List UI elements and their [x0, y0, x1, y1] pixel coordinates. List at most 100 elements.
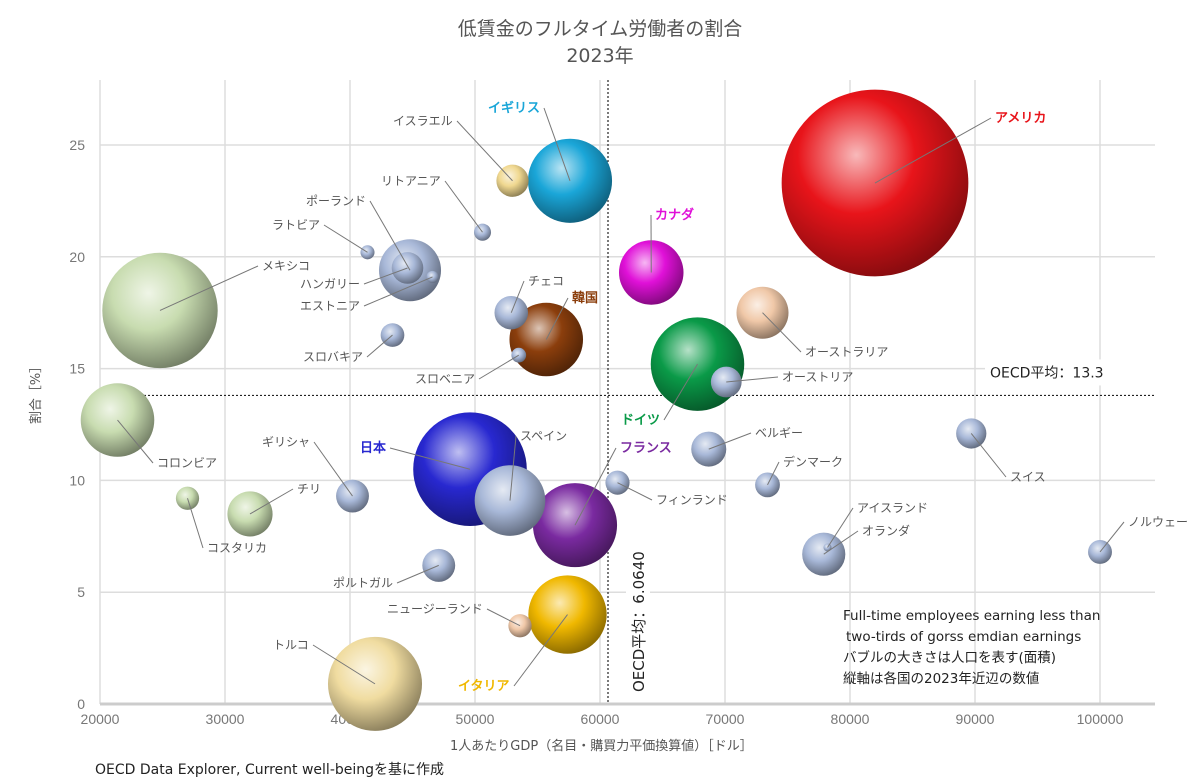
bubble-label: アイスランド [857, 501, 928, 515]
x-tick-label: 100000 [1077, 711, 1124, 727]
leader-line [389, 447, 471, 470]
leader-line [187, 498, 204, 549]
leader-line [312, 644, 376, 685]
x-tick-label: 80000 [831, 711, 870, 727]
leader-line [767, 461, 780, 486]
leader-line [762, 312, 802, 353]
oecd-label-bg [626, 515, 650, 695]
leader-line [486, 608, 521, 627]
chart-title: 低賃金のフルタイム労働者の割合 [458, 18, 743, 40]
leader-line [396, 564, 439, 584]
note-line: Full-time employees earning less than [843, 608, 1100, 624]
bubble-label: デンマーク [783, 454, 843, 469]
x-tick-label: 70000 [706, 711, 745, 727]
leader-line [363, 276, 433, 307]
leader-line [874, 117, 992, 184]
y-axis-label: 割合［%］ [28, 360, 44, 424]
leader-line [617, 482, 653, 501]
leader-line [510, 280, 525, 313]
bubble-label: スロバキア [303, 350, 363, 364]
leader-line [369, 200, 411, 271]
bubble-label: スイス [1010, 470, 1046, 484]
bubble-label: チリ [297, 482, 321, 496]
bubble-label: フランス [620, 441, 672, 456]
note-line: 縦軸は各国の2023年近辺の数値 [843, 671, 1039, 687]
leader-line [827, 507, 854, 548]
y-tick-label: 5 [77, 584, 85, 600]
bubble-label: オランダ [862, 523, 910, 538]
leader-line [543, 107, 571, 181]
bubble-label: コロンビア [157, 456, 217, 470]
bubble-label: リトアニア [381, 174, 441, 188]
bubble-label: エストニア [300, 299, 360, 313]
bubble-label: イスラエル [393, 114, 453, 128]
leader-line [513, 614, 568, 687]
x-tick-label: 20000 [81, 711, 120, 727]
x-tick-label: 90000 [956, 711, 995, 727]
x-tick-label: 60000 [581, 711, 620, 727]
bubble-スイス [956, 418, 987, 449]
leader-line [444, 180, 483, 233]
bubble-label: チェコ [528, 274, 564, 288]
chart-subtitle: 2023年 [566, 45, 633, 67]
bubble-label: オーストラリア [805, 345, 888, 359]
leader-line [663, 363, 698, 421]
bubble-韓国 [509, 302, 584, 377]
bubble-label: ラトビア [272, 218, 320, 232]
bubble-label: イタリア [458, 679, 509, 694]
bubble-label: イギリス [488, 100, 540, 116]
leader-line [1099, 521, 1125, 553]
leader-line [363, 267, 408, 285]
leader-line [117, 419, 154, 464]
x-tick-label: 30000 [206, 711, 245, 727]
bubble-label: スペイン [520, 429, 567, 443]
bubble-label: ノルウェー [1128, 515, 1188, 529]
bubble-label: トルコ [273, 638, 309, 652]
oecd-average-lines: OECD平均：13.3 OECD平均：6.0640 [100, 80, 1155, 704]
bubble-コロンビア [80, 383, 155, 457]
axis-ticks: 2000030000400005000060000700008000090000… [69, 137, 1123, 727]
bubble-label: メキシコ [262, 259, 310, 273]
bubble-label: 韓国 [572, 290, 598, 306]
bubble-label: アメリカ [995, 111, 1046, 126]
bubble-label: ドイツ [621, 413, 660, 428]
y-tick-label: 10 [69, 472, 85, 488]
leader-line [249, 488, 294, 515]
note-line: two-tirds of gorss emdian earnings [846, 629, 1081, 645]
leader-line [323, 224, 368, 253]
leader-line [726, 376, 779, 383]
bubble-label: カナダ [655, 207, 694, 223]
y-tick-label: 0 [77, 696, 85, 712]
leader-line [823, 530, 859, 555]
leader-line [574, 447, 617, 526]
oecd-average-y-label: OECD平均：13.3 [990, 365, 1104, 381]
leader-line [456, 120, 513, 182]
bubble-label: ベルギー [755, 426, 803, 440]
source-text: OECD Data Explorer, Current well-beingを基… [95, 761, 444, 778]
y-tick-label: 15 [69, 361, 85, 377]
leader-line [509, 435, 517, 501]
oecd-label-bg [985, 359, 1155, 386]
leader-line [366, 334, 393, 358]
bubble-label: ギリシャ [262, 435, 310, 449]
oecd-average-x-label: OECD平均：6.0640 [630, 551, 648, 692]
bubble-label: フィンランド [656, 493, 728, 507]
leader-line [159, 265, 259, 311]
bubble-label: ハンガリー [300, 277, 360, 291]
leader-line [478, 354, 520, 380]
leader-line [970, 433, 1007, 478]
y-tick-label: 25 [69, 137, 85, 153]
bubble-label: ポーランド [306, 194, 366, 208]
bubble-label: オーストリア [782, 370, 853, 384]
bubble-label: ニュージーランド [387, 602, 483, 616]
bubble-label: ポルトガル [333, 576, 393, 590]
leader-line [708, 432, 752, 450]
notes: Full-time employees earning less than tw… [843, 608, 1100, 687]
x-axis-label: 1人あたりGDP（名目・購買力平価換算値）［ドル］ [450, 738, 753, 754]
leader-line [545, 297, 569, 340]
bubble-label: コスタリカ [207, 541, 267, 555]
bubble-label: スロベニア [415, 372, 475, 386]
note-line: バブルの大きさは人口を表す(面積) [843, 649, 1056, 666]
